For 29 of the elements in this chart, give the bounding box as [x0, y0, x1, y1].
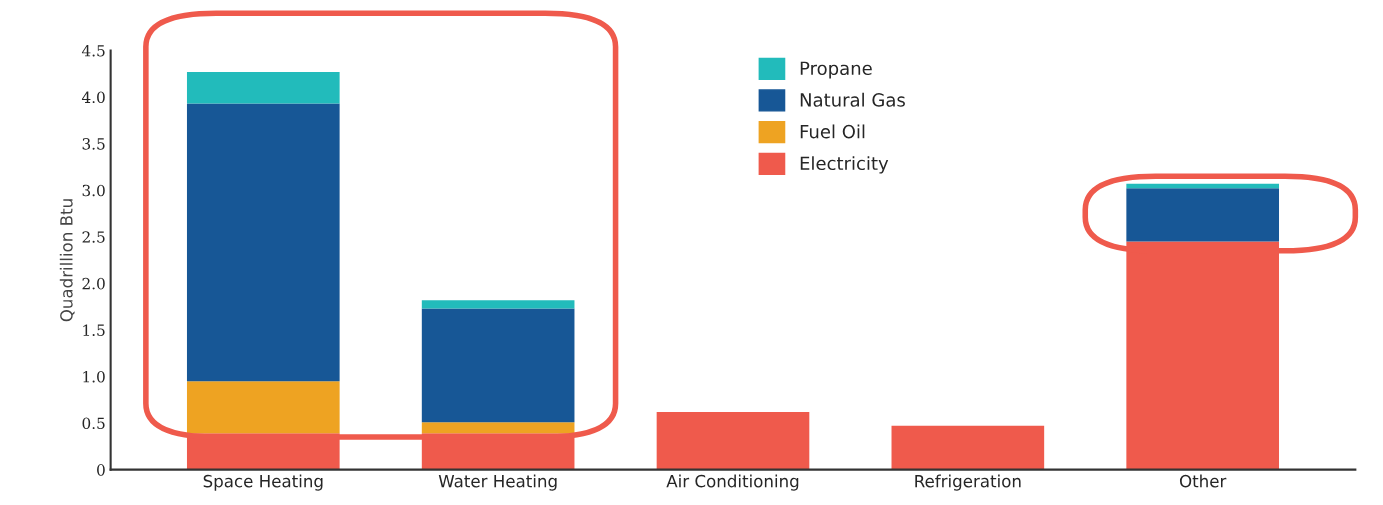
- bar: [186, 103, 340, 382]
- bar: [656, 411, 810, 470]
- x-tick-label: Space Heating: [203, 474, 323, 491]
- y-axis-title: Quadrillion Btu: [59, 199, 75, 322]
- y-tick-label: 3.0: [82, 184, 105, 197]
- y-tick-label: 4.0: [81, 91, 105, 104]
- legend-label: Natural Gas: [800, 92, 905, 107]
- y-tick-label: 2.0: [82, 277, 105, 290]
- bar: [891, 425, 1045, 470]
- y-tick-label: 4.5: [81, 44, 105, 57]
- y-tick-label: 1.5: [83, 324, 105, 336]
- bar: [421, 300, 575, 309]
- bar: [421, 422, 575, 434]
- bar: [186, 381, 340, 434]
- legend-label: Fuel Oil: [800, 124, 865, 139]
- x-tick-label: Other: [1179, 474, 1227, 488]
- x-tick-label: Water Heating: [438, 474, 557, 491]
- legend-label: Electricity: [800, 156, 889, 174]
- bar: [421, 308, 575, 423]
- bar: [1126, 188, 1280, 242]
- x-tick-label: Air Conditioning: [666, 474, 799, 491]
- y-tick-label: 1.0: [83, 370, 105, 383]
- y-tick-label: 2.5: [82, 231, 105, 243]
- bar: [186, 71, 340, 104]
- y-tick-label: 3.5: [82, 138, 105, 150]
- y-tick-label: 0.5: [82, 417, 105, 430]
- y-tick-label: 0: [97, 464, 105, 476]
- x-tick-label: Refrigeration: [915, 474, 1021, 491]
- legend-label: Propane: [800, 61, 872, 79]
